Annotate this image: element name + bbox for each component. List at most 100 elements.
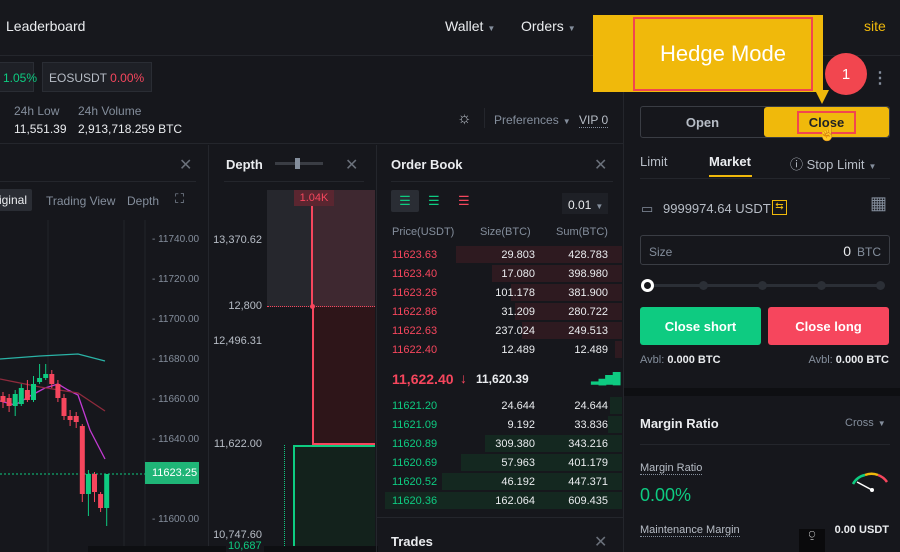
size: 24.644 bbox=[501, 400, 535, 412]
bids-row[interactable]: 11620.36 162.064 609.435 bbox=[385, 491, 622, 510]
depth-cursor-dot bbox=[310, 304, 315, 309]
hand-cursor-icon: ☝ bbox=[818, 125, 837, 142]
bids-row[interactable]: 11621.20 24.644 24.644 bbox=[385, 396, 622, 415]
tab-trading-view[interactable]: Trading View bbox=[46, 194, 116, 208]
signal-bars-icon[interactable]: ▂▄▆█ bbox=[591, 373, 620, 385]
wallet-label: Wallet bbox=[445, 18, 484, 34]
slider-step[interactable] bbox=[758, 281, 767, 290]
avbl-value: 0.000 BTC bbox=[667, 354, 721, 366]
tab-stop-limit[interactable]: ⓘ Stop Limit ▼ bbox=[790, 154, 876, 173]
step-badge: 1 bbox=[825, 53, 867, 95]
price: 11620.69 bbox=[392, 457, 438, 469]
candle-body bbox=[31, 384, 36, 400]
depth-tick: 10,747.60 bbox=[213, 529, 262, 541]
open-tab[interactable]: Open bbox=[685, 114, 720, 130]
last-price-label: 11623.25 bbox=[145, 462, 199, 484]
slider-step[interactable] bbox=[876, 281, 885, 290]
preferences-dropdown[interactable]: Preferences ▼ bbox=[494, 113, 571, 127]
more-icon[interactable]: ⋮ bbox=[872, 70, 888, 87]
candlestick-chart[interactable] bbox=[0, 220, 208, 552]
size-input[interactable]: Size 0 BTC bbox=[640, 235, 890, 265]
size: 237.024 bbox=[495, 325, 535, 337]
bids-row[interactable]: 11620.52 46.192 447.371 bbox=[385, 472, 622, 491]
view-asks-icon[interactable]: ☰ bbox=[458, 193, 470, 208]
candle-body bbox=[85, 474, 91, 494]
theme-sun-icon[interactable]: ☼ bbox=[457, 110, 472, 127]
candle-body bbox=[92, 474, 97, 492]
tab-market[interactable]: Market bbox=[709, 154, 751, 169]
slider-step[interactable] bbox=[699, 281, 708, 290]
size: 57.963 bbox=[501, 457, 535, 469]
margin-ratio-title: Margin Ratio bbox=[640, 416, 719, 431]
depth-zoom-slider[interactable] bbox=[275, 158, 323, 169]
ticker-chip[interactable]: 1.05% bbox=[0, 62, 37, 92]
size: 309.380 bbox=[495, 438, 535, 450]
slider-handle[interactable] bbox=[641, 279, 654, 292]
depth-tick: 11,622.00 bbox=[213, 438, 262, 450]
candle-body bbox=[49, 374, 55, 384]
price: 11623.26 bbox=[392, 287, 438, 299]
nav-site-link[interactable]: site bbox=[864, 18, 886, 34]
close-icon[interactable]: ✕ bbox=[594, 534, 608, 551]
candle-body bbox=[61, 398, 67, 416]
precision-select[interactable]: 0.01 ▼ bbox=[562, 193, 608, 214]
caret-down-icon: ▼ bbox=[487, 24, 496, 33]
tab-depth[interactable]: Depth bbox=[127, 194, 160, 208]
nav-orders[interactable]: Orders ▼ bbox=[521, 18, 576, 34]
tab-limit[interactable]: Limit bbox=[640, 154, 668, 169]
bids-row[interactable]: 11620.89 309.380 343.216 bbox=[385, 434, 622, 453]
close-icon[interactable]: ✕ bbox=[179, 157, 193, 174]
asks-row[interactable]: 11622.63 237.024 249.513 bbox=[385, 321, 622, 340]
vip-level[interactable]: VIP 0 bbox=[579, 113, 609, 128]
bids-row[interactable]: 11620.69 57.963 401.179 bbox=[385, 453, 622, 472]
size: 46.192 bbox=[501, 476, 535, 488]
calculator-icon[interactable]: ▦ bbox=[870, 193, 888, 213]
close-long-button[interactable]: Close long bbox=[768, 307, 889, 345]
price: 11623.63 bbox=[392, 249, 438, 261]
view-both-icon[interactable]: ☰ bbox=[391, 190, 419, 212]
asks-row[interactable]: 11623.26 101.178 381.900 bbox=[385, 283, 622, 302]
tab-original[interactable]: Original bbox=[0, 189, 32, 211]
view-bids-icon[interactable]: ☰ bbox=[428, 193, 440, 208]
margin-ratio-value: 0.00% bbox=[640, 485, 692, 505]
close-icon[interactable]: ✕ bbox=[594, 157, 608, 174]
slider-step[interactable] bbox=[817, 281, 826, 290]
size: 101.178 bbox=[495, 287, 535, 299]
depth-bar bbox=[441, 473, 622, 490]
avbl-value: 0.000 BTC bbox=[835, 354, 889, 366]
ticker-chip-eosusdt[interactable]: EOSUSDT 0.00% bbox=[42, 62, 152, 92]
close-short-button[interactable]: Close short bbox=[640, 307, 761, 345]
transfer-icon[interactable]: ⇆ bbox=[772, 200, 787, 215]
volume-value: 2,913,718.259 BTC bbox=[78, 122, 183, 136]
depth-bar bbox=[460, 454, 622, 471]
price: 11620.89 bbox=[392, 438, 438, 450]
depth-tick: 12,496.31 bbox=[213, 335, 262, 347]
close-icon[interactable]: ✕ bbox=[345, 157, 359, 174]
divider bbox=[224, 181, 364, 182]
divider bbox=[640, 444, 890, 445]
size-unit: BTC bbox=[857, 245, 881, 259]
margin-mode-dropdown[interactable]: Cross ▼ bbox=[845, 417, 886, 429]
asks-row[interactable]: 11623.40 17.080 398.980 bbox=[385, 264, 622, 283]
fullscreen-icon[interactable]: ⛶ bbox=[175, 191, 185, 206]
size-value: 0 bbox=[843, 243, 851, 259]
active-tab-indicator bbox=[709, 175, 752, 177]
nav-wallet[interactable]: Wallet ▼ bbox=[445, 18, 495, 34]
size: 12.489 bbox=[501, 344, 535, 356]
divider bbox=[0, 143, 624, 144]
margin-gauge-icon bbox=[851, 472, 889, 492]
price: 11623.40 bbox=[392, 268, 438, 280]
caret-down-icon: ▼ bbox=[877, 419, 886, 428]
size-slider[interactable] bbox=[641, 279, 885, 292]
caret-down-icon: ▼ bbox=[595, 202, 604, 211]
bids-row[interactable]: 11621.09 9.192 33.836 bbox=[385, 415, 622, 434]
candle-body bbox=[104, 474, 110, 508]
close-tab[interactable]: Close bbox=[764, 107, 889, 137]
asks-row[interactable]: 11623.63 29.803 428.783 bbox=[385, 245, 622, 264]
size: 9.192 bbox=[507, 419, 535, 431]
nav-leaderboard[interactable]: Leaderboard bbox=[6, 18, 86, 34]
asks-row[interactable]: 11622.40 12.489 12.489 bbox=[385, 340, 622, 359]
candle-body bbox=[24, 390, 30, 400]
asks-row[interactable]: 11622.86 31.209 280.722 bbox=[385, 302, 622, 321]
slider-handle[interactable] bbox=[295, 158, 300, 169]
